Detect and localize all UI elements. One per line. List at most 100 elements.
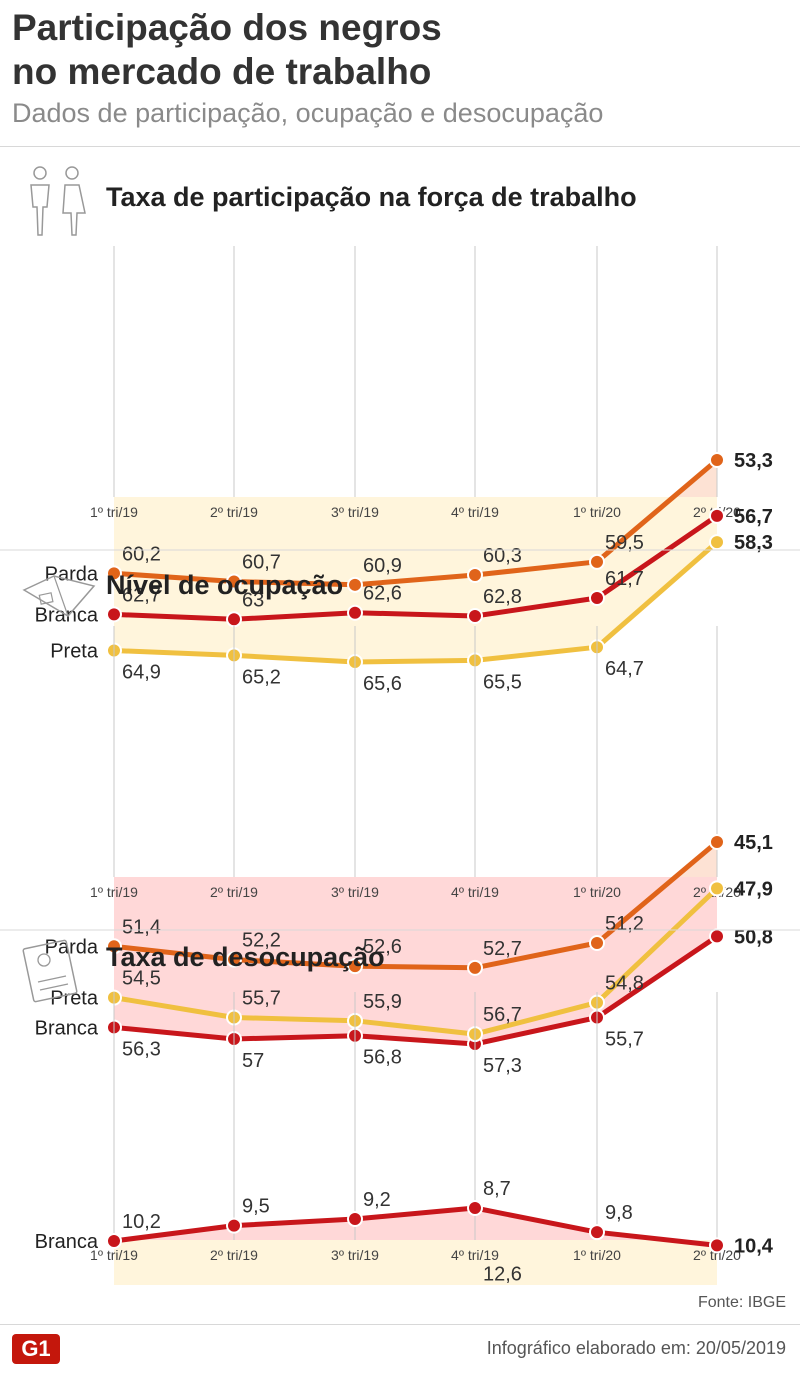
x-tick-label: 1º tri/19 — [90, 504, 138, 520]
x-tick-label: 2º tri/19 — [210, 1247, 258, 1263]
data-label-preta: 65,6 — [363, 673, 402, 695]
data-label-parda: 60,7 — [242, 552, 281, 574]
data-label-preta: 54,8 — [605, 973, 644, 995]
data-point-parda — [467, 566, 483, 583]
data-label-parda: 45,1 — [734, 832, 773, 854]
series-line-preta — [113, 886, 719, 1037]
data-label-branca: 9,2 — [363, 1189, 391, 1211]
book-icon — [22, 575, 96, 617]
x-tick-label: 4º tri/19 — [451, 884, 499, 900]
data-point-branca — [226, 611, 242, 628]
x-tick-label: 2º tri/19 — [210, 884, 258, 900]
data-label-preta: 47,9 — [734, 878, 773, 900]
series-line-branca — [113, 934, 719, 1047]
data-label-preta: 58,3 — [734, 532, 773, 554]
area-preta — [114, 1240, 717, 1285]
series-name-parda: Parda — [45, 563, 99, 585]
chart-title: Taxa de desocupação — [106, 942, 385, 972]
title-line-1: Participação dos negros — [12, 7, 442, 48]
x-tick-label: 1º tri/20 — [573, 884, 621, 900]
source-note: Fonte: IBGE — [697, 1294, 786, 1311]
data-label-preta: 55,9 — [363, 991, 402, 1013]
data-label-branca: 61,7 — [605, 568, 644, 590]
data-label-branca: 62,6 — [363, 583, 402, 605]
data-label-parda: 60,2 — [122, 543, 161, 565]
series-name-branca: Branca — [35, 1231, 99, 1253]
data-label-parda: 52,2 — [242, 930, 281, 952]
data-label-branca: 8,7 — [483, 1178, 511, 1200]
data-point-parda — [226, 573, 242, 590]
data-point-parda — [709, 452, 725, 468]
data-label-branca: 57 — [242, 1050, 264, 1072]
data-point-branca — [589, 589, 605, 606]
data-point-branca — [106, 1232, 122, 1249]
data-point-branca — [467, 1200, 483, 1216]
data-point-parda — [106, 938, 122, 955]
data-point-parda — [589, 935, 605, 951]
data-label-preta: 65,5 — [483, 671, 522, 693]
data-point-parda — [589, 553, 605, 570]
data-label-preta: 54,5 — [122, 968, 161, 990]
x-tick-label: 2º tri/19 — [210, 504, 258, 520]
data-label-branca: 55,7 — [605, 1029, 644, 1051]
title-line-2: no mercado de trabalho — [12, 51, 432, 92]
series-line-parda — [113, 840, 719, 971]
data-point-branca — [467, 608, 483, 625]
footer-divider — [0, 1324, 800, 1325]
data-point-branca — [589, 1224, 605, 1241]
data-label-branca: 56,3 — [122, 1038, 161, 1060]
data-label-branca: 10,2 — [122, 1211, 161, 1233]
x-tick-label: 1º tri/20 — [573, 504, 621, 520]
data-label-branca: 57,3 — [483, 1055, 522, 1077]
chart-panel-2: Nível de ocupação 1º tri/19 2º tri/19 3º tr… — [0, 570, 800, 1077]
data-point-parda — [347, 576, 363, 593]
chart-panel-1: Taxa de participação na força de trabalh… — [0, 166, 800, 695]
series-line-branca — [113, 513, 719, 622]
chart-panel-3: Taxa de desocupação 1º tri/19 2º tri/19 3º … — [22, 939, 774, 1285]
x-tick-label: 1º tri/19 — [90, 1247, 138, 1263]
data-label-preta: 55,7 — [242, 988, 281, 1010]
data-label-preta: 65,2 — [242, 666, 281, 688]
data-point-branca — [106, 606, 122, 623]
data-label-preta: 56,7 — [483, 1004, 522, 1026]
data-label-branca: 63 — [242, 589, 264, 611]
chart-title: Taxa de participação na força de trabalh… — [106, 182, 637, 212]
people-icon — [30, 166, 86, 236]
data-label-parda: 60,9 — [363, 555, 402, 577]
data-label-parda: 59,5 — [605, 532, 644, 554]
x-tick-label: 3º tri/19 — [331, 884, 379, 900]
data-label-preta: 64,7 — [605, 658, 644, 680]
data-point-parda — [106, 565, 122, 582]
data-point-branca — [709, 507, 725, 524]
series-name-branca: Branca — [35, 1017, 99, 1039]
data-label-branca: 9,8 — [605, 1202, 633, 1224]
series-line-branca — [113, 1205, 718, 1248]
page-subtitle: Dados de participação, ocupação e desocu… — [12, 98, 604, 128]
data-point-branca — [347, 1210, 363, 1227]
data-label-branca: 62,8 — [483, 586, 522, 608]
g1-logo: G1 — [12, 1334, 60, 1364]
x-tick-label: 1º tri/19 — [90, 884, 138, 900]
made-date-note: Infográfico elaborado em: 20/05/2019 — [486, 1338, 786, 1358]
series-line-preta — [113, 540, 719, 665]
data-point-parda — [467, 959, 483, 976]
data-point-branca — [347, 604, 363, 621]
data-label-parda: 52,6 — [363, 936, 402, 958]
data-point-parda — [709, 834, 725, 850]
data-point-preta — [709, 534, 725, 551]
series-name-preta: Preta — [50, 988, 99, 1010]
data-label-branca: 50,8 — [734, 926, 773, 948]
header-divider — [0, 146, 800, 147]
x-tick-label: 1º tri/20 — [573, 1247, 621, 1263]
x-tick-label: 2º tri/20 — [693, 1247, 741, 1263]
page-title: Participação dos negros no mercado de tr… — [12, 6, 442, 94]
area-branca — [114, 1208, 717, 1246]
x-tick-label: 3º tri/19 — [331, 504, 379, 520]
data-label-parda: 51,4 — [122, 916, 161, 938]
data-label-parda: 12,6 — [483, 1264, 522, 1285]
data-point-branca — [226, 1217, 242, 1234]
x-tick-label: 4º tri/19 — [451, 1247, 499, 1263]
data-label-parda: 60,3 — [483, 545, 522, 567]
data-label-branca: 10,4 — [734, 1235, 774, 1257]
x-tick-label: 3º tri/19 — [331, 1247, 379, 1263]
